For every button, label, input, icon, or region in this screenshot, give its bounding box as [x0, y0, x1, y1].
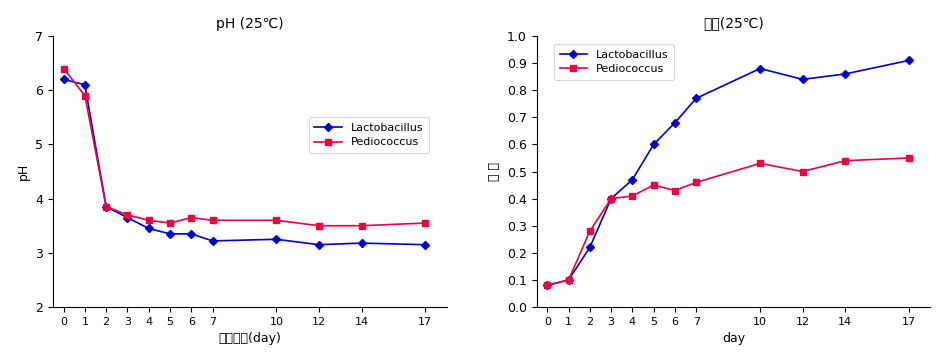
Title: 총산(25℃): 총산(25℃)	[703, 17, 764, 31]
Y-axis label: 총 산: 총 산	[489, 162, 501, 181]
Lactobacillus	[313, 243, 325, 247]
X-axis label: 발효기간(day): 발효기간(day)	[219, 332, 281, 345]
Lactobacillus	[100, 205, 112, 209]
Pediococcus	[627, 194, 638, 198]
Pediococcus	[797, 169, 809, 174]
Pediococcus	[563, 278, 574, 282]
Lactobacillus	[80, 83, 91, 87]
Pediococcus	[584, 229, 596, 233]
Title: pH (25℃): pH (25℃)	[216, 17, 283, 31]
Pediococcus	[690, 180, 702, 185]
Pediococcus	[648, 183, 659, 187]
Pediococcus	[80, 93, 91, 98]
Pediococcus	[100, 205, 112, 209]
Pediococcus	[58, 66, 69, 71]
Lactobacillus	[584, 245, 596, 249]
Pediococcus	[903, 156, 915, 160]
Lactobacillus	[627, 177, 638, 182]
Lactobacillus	[206, 239, 218, 243]
Lactobacillus	[165, 232, 176, 236]
Pediococcus	[755, 161, 766, 165]
Pediococcus	[143, 218, 154, 223]
Pediococcus	[840, 159, 851, 163]
Pediococcus	[605, 197, 616, 201]
Line: Pediococcus: Pediococcus	[544, 155, 913, 289]
Lactobacillus	[903, 58, 915, 63]
X-axis label: day: day	[722, 332, 745, 345]
Lactobacillus	[563, 278, 574, 282]
Pediococcus	[670, 188, 681, 193]
Pediococcus	[206, 218, 218, 223]
Lactobacillus	[605, 197, 616, 201]
Pediococcus	[542, 283, 553, 287]
Pediococcus	[122, 213, 134, 217]
Lactobacillus	[840, 72, 851, 76]
Y-axis label: pH: pH	[17, 163, 29, 180]
Line: Pediococcus: Pediococcus	[60, 65, 429, 229]
Legend: Lactobacillus, Pediococcus: Lactobacillus, Pediococcus	[309, 117, 429, 153]
Pediococcus	[420, 221, 431, 225]
Pediococcus	[313, 224, 325, 228]
Legend: Lactobacillus, Pediococcus: Lactobacillus, Pediococcus	[554, 44, 674, 80]
Pediococcus	[271, 218, 282, 223]
Lactobacillus	[58, 77, 69, 81]
Lactobacillus	[122, 215, 134, 220]
Pediococcus	[165, 221, 176, 225]
Lactobacillus	[420, 243, 431, 247]
Lactobacillus	[797, 77, 809, 81]
Lactobacillus	[670, 121, 681, 125]
Lactobacillus	[186, 232, 197, 236]
Pediococcus	[356, 224, 367, 228]
Lactobacillus	[690, 96, 702, 101]
Lactobacillus	[755, 66, 766, 71]
Lactobacillus	[143, 226, 154, 231]
Lactobacillus	[356, 241, 367, 245]
Pediococcus	[186, 215, 197, 220]
Lactobacillus	[271, 237, 282, 241]
Line: Lactobacillus: Lactobacillus	[545, 57, 912, 289]
Line: Lactobacillus: Lactobacillus	[61, 76, 428, 248]
Lactobacillus	[542, 283, 553, 287]
Lactobacillus	[648, 142, 659, 147]
